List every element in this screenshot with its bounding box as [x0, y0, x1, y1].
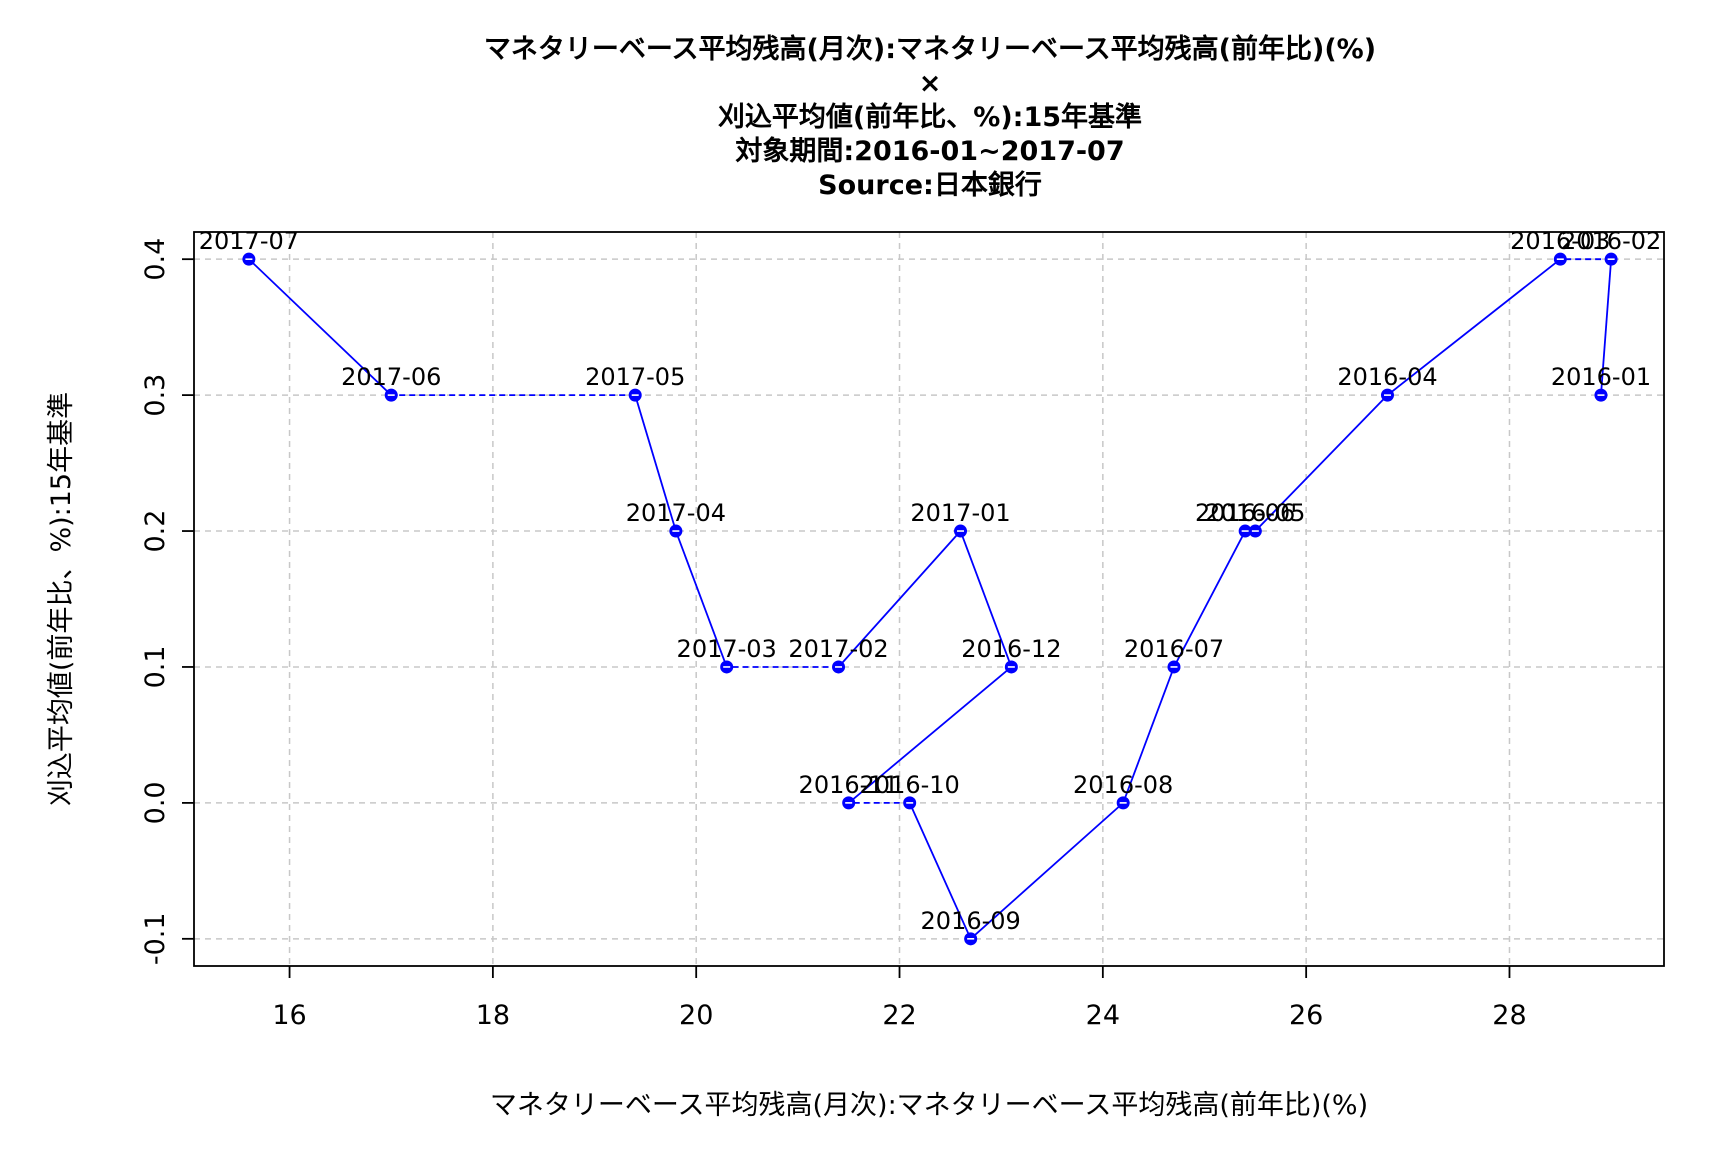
series-segment: [1386, 258, 1561, 396]
series-segment: [908, 802, 972, 940]
title-line-1: マネタリーベース平均残高(月次):マネタリーベース平均残高(前年比)(%): [484, 33, 1376, 65]
x-tick-label: 24: [1086, 1000, 1120, 1031]
y-tick-label: 0.1: [140, 645, 171, 688]
data-point-label: 2017-02: [788, 635, 888, 663]
title-line-4: 対象期間:2016-01~2017-07: [735, 135, 1124, 167]
series-segment: [959, 530, 1013, 668]
data-point-label: 2016-08: [1073, 771, 1173, 799]
y-tick-label: 0.3: [140, 374, 171, 417]
y-axis-label: 刈込平均値(前年比、%):15年基準: [46, 392, 77, 806]
data-point-label: 2016-09: [921, 907, 1021, 935]
data-point-label: 2016-10: [860, 771, 960, 799]
series-segment: [848, 666, 1012, 804]
data-point-label: 2017-05: [585, 363, 685, 391]
y-axis: -0.1 0.0 0.1 0.2 0.3 0.4: [140, 238, 194, 965]
point-labels: 2016-012016-022016-032016-042016-052016-…: [199, 227, 1662, 935]
series-segment: [1122, 666, 1175, 804]
data-point-label: 2016-12: [961, 635, 1061, 663]
x-tick-label: 16: [272, 1000, 306, 1031]
series-points: [242, 252, 1618, 946]
grid-lines: [194, 232, 1664, 966]
x-tick-label: 26: [1289, 1000, 1323, 1031]
series-segment: [1600, 259, 1613, 396]
x-axis-label: マネタリーベース平均残高(月次):マネタリーベース平均残高(前年比)(%): [490, 1090, 1368, 1121]
title-line-5: Source:日本銀行: [818, 169, 1042, 201]
data-point-label: 2017-01: [910, 499, 1010, 527]
x-tick-label: 20: [679, 1000, 713, 1031]
chart-title: マネタリーベース平均残高(月次):マネタリーベース平均残高(前年比)(%) × …: [484, 33, 1376, 201]
series-segment: [1173, 530, 1246, 668]
y-tick-label: -0.1: [140, 912, 171, 965]
plot-frame: [193, 231, 1665, 967]
series-segment: [634, 394, 677, 532]
y-tick-label: 0.2: [140, 510, 171, 553]
x-axis: 16 18 20 22 24 26 28: [272, 966, 1527, 1031]
data-point-label: 2016-06: [1195, 499, 1295, 527]
data-point-label: 2017-03: [677, 635, 777, 663]
series-segment: [248, 258, 392, 396]
series-line: [248, 258, 1613, 940]
data-point-label: 2017-04: [626, 499, 726, 527]
x-tick-label: 18: [476, 1000, 510, 1031]
x-tick-label: 22: [882, 1000, 916, 1031]
data-point-label: 2016-04: [1337, 363, 1437, 391]
title-line-2: ×: [919, 68, 942, 99]
series-segment: [675, 530, 728, 668]
data-point-label: 2016-01: [1551, 363, 1651, 391]
y-tick-label: 0.4: [140, 238, 171, 281]
series-segment: [1254, 394, 1389, 532]
y-tick-label: 0.0: [140, 781, 171, 824]
series-segment: [970, 802, 1124, 940]
data-point-label: 2017-06: [341, 363, 441, 391]
title-line-3: 刈込平均値(前年比、%):15年基準: [718, 101, 1142, 133]
x-tick-label: 28: [1492, 1000, 1526, 1031]
data-point-label: 2016-11: [799, 771, 899, 799]
series-segment: [837, 530, 962, 668]
data-point-label: 2016-07: [1124, 635, 1224, 663]
data-point-label: 2016-05: [1205, 499, 1305, 527]
